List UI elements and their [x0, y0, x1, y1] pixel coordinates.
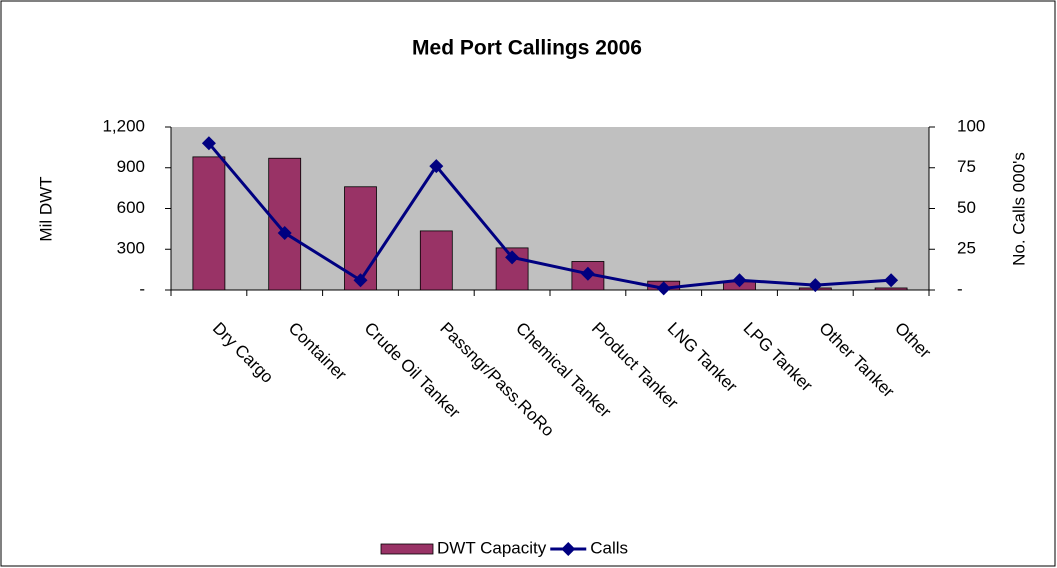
- legend-swatch: [380, 543, 434, 555]
- y-tick-label: -: [139, 279, 145, 298]
- bar: [192, 156, 226, 291]
- y2-tick-label: 100: [957, 116, 985, 135]
- y-axis-label: Mil DWT: [36, 176, 55, 241]
- marker: [353, 273, 368, 288]
- y-tick-label: 300: [117, 239, 145, 258]
- marker: [808, 278, 823, 293]
- marker: [277, 225, 292, 240]
- y2-tick-label: 75: [957, 157, 976, 176]
- legend-marker: [561, 542, 576, 556]
- bar: [874, 287, 908, 291]
- y2-axis-label: No. Calls 000's: [1009, 152, 1028, 266]
- y-tick-label: 900: [117, 157, 145, 176]
- bar: [419, 230, 453, 291]
- y2-tick-label: 50: [957, 198, 976, 217]
- marker: [732, 273, 747, 288]
- y-tick-label: 600: [117, 198, 145, 217]
- marker: [505, 250, 520, 265]
- legend-label: Calls: [590, 538, 628, 557]
- marker: [884, 273, 899, 288]
- marker: [201, 136, 216, 151]
- marker: [656, 281, 671, 296]
- y2-tick-label: -: [957, 279, 963, 298]
- bar: [268, 157, 302, 291]
- line: [207, 142, 892, 290]
- marker: [429, 159, 444, 174]
- y-tick-label: 1,200: [102, 116, 145, 135]
- y2-tick-label: 25: [957, 239, 976, 258]
- marker: [580, 266, 595, 281]
- chart-title: Med Port Callings 2006: [412, 37, 642, 60]
- legend-label: DWT Capacity: [437, 538, 547, 557]
